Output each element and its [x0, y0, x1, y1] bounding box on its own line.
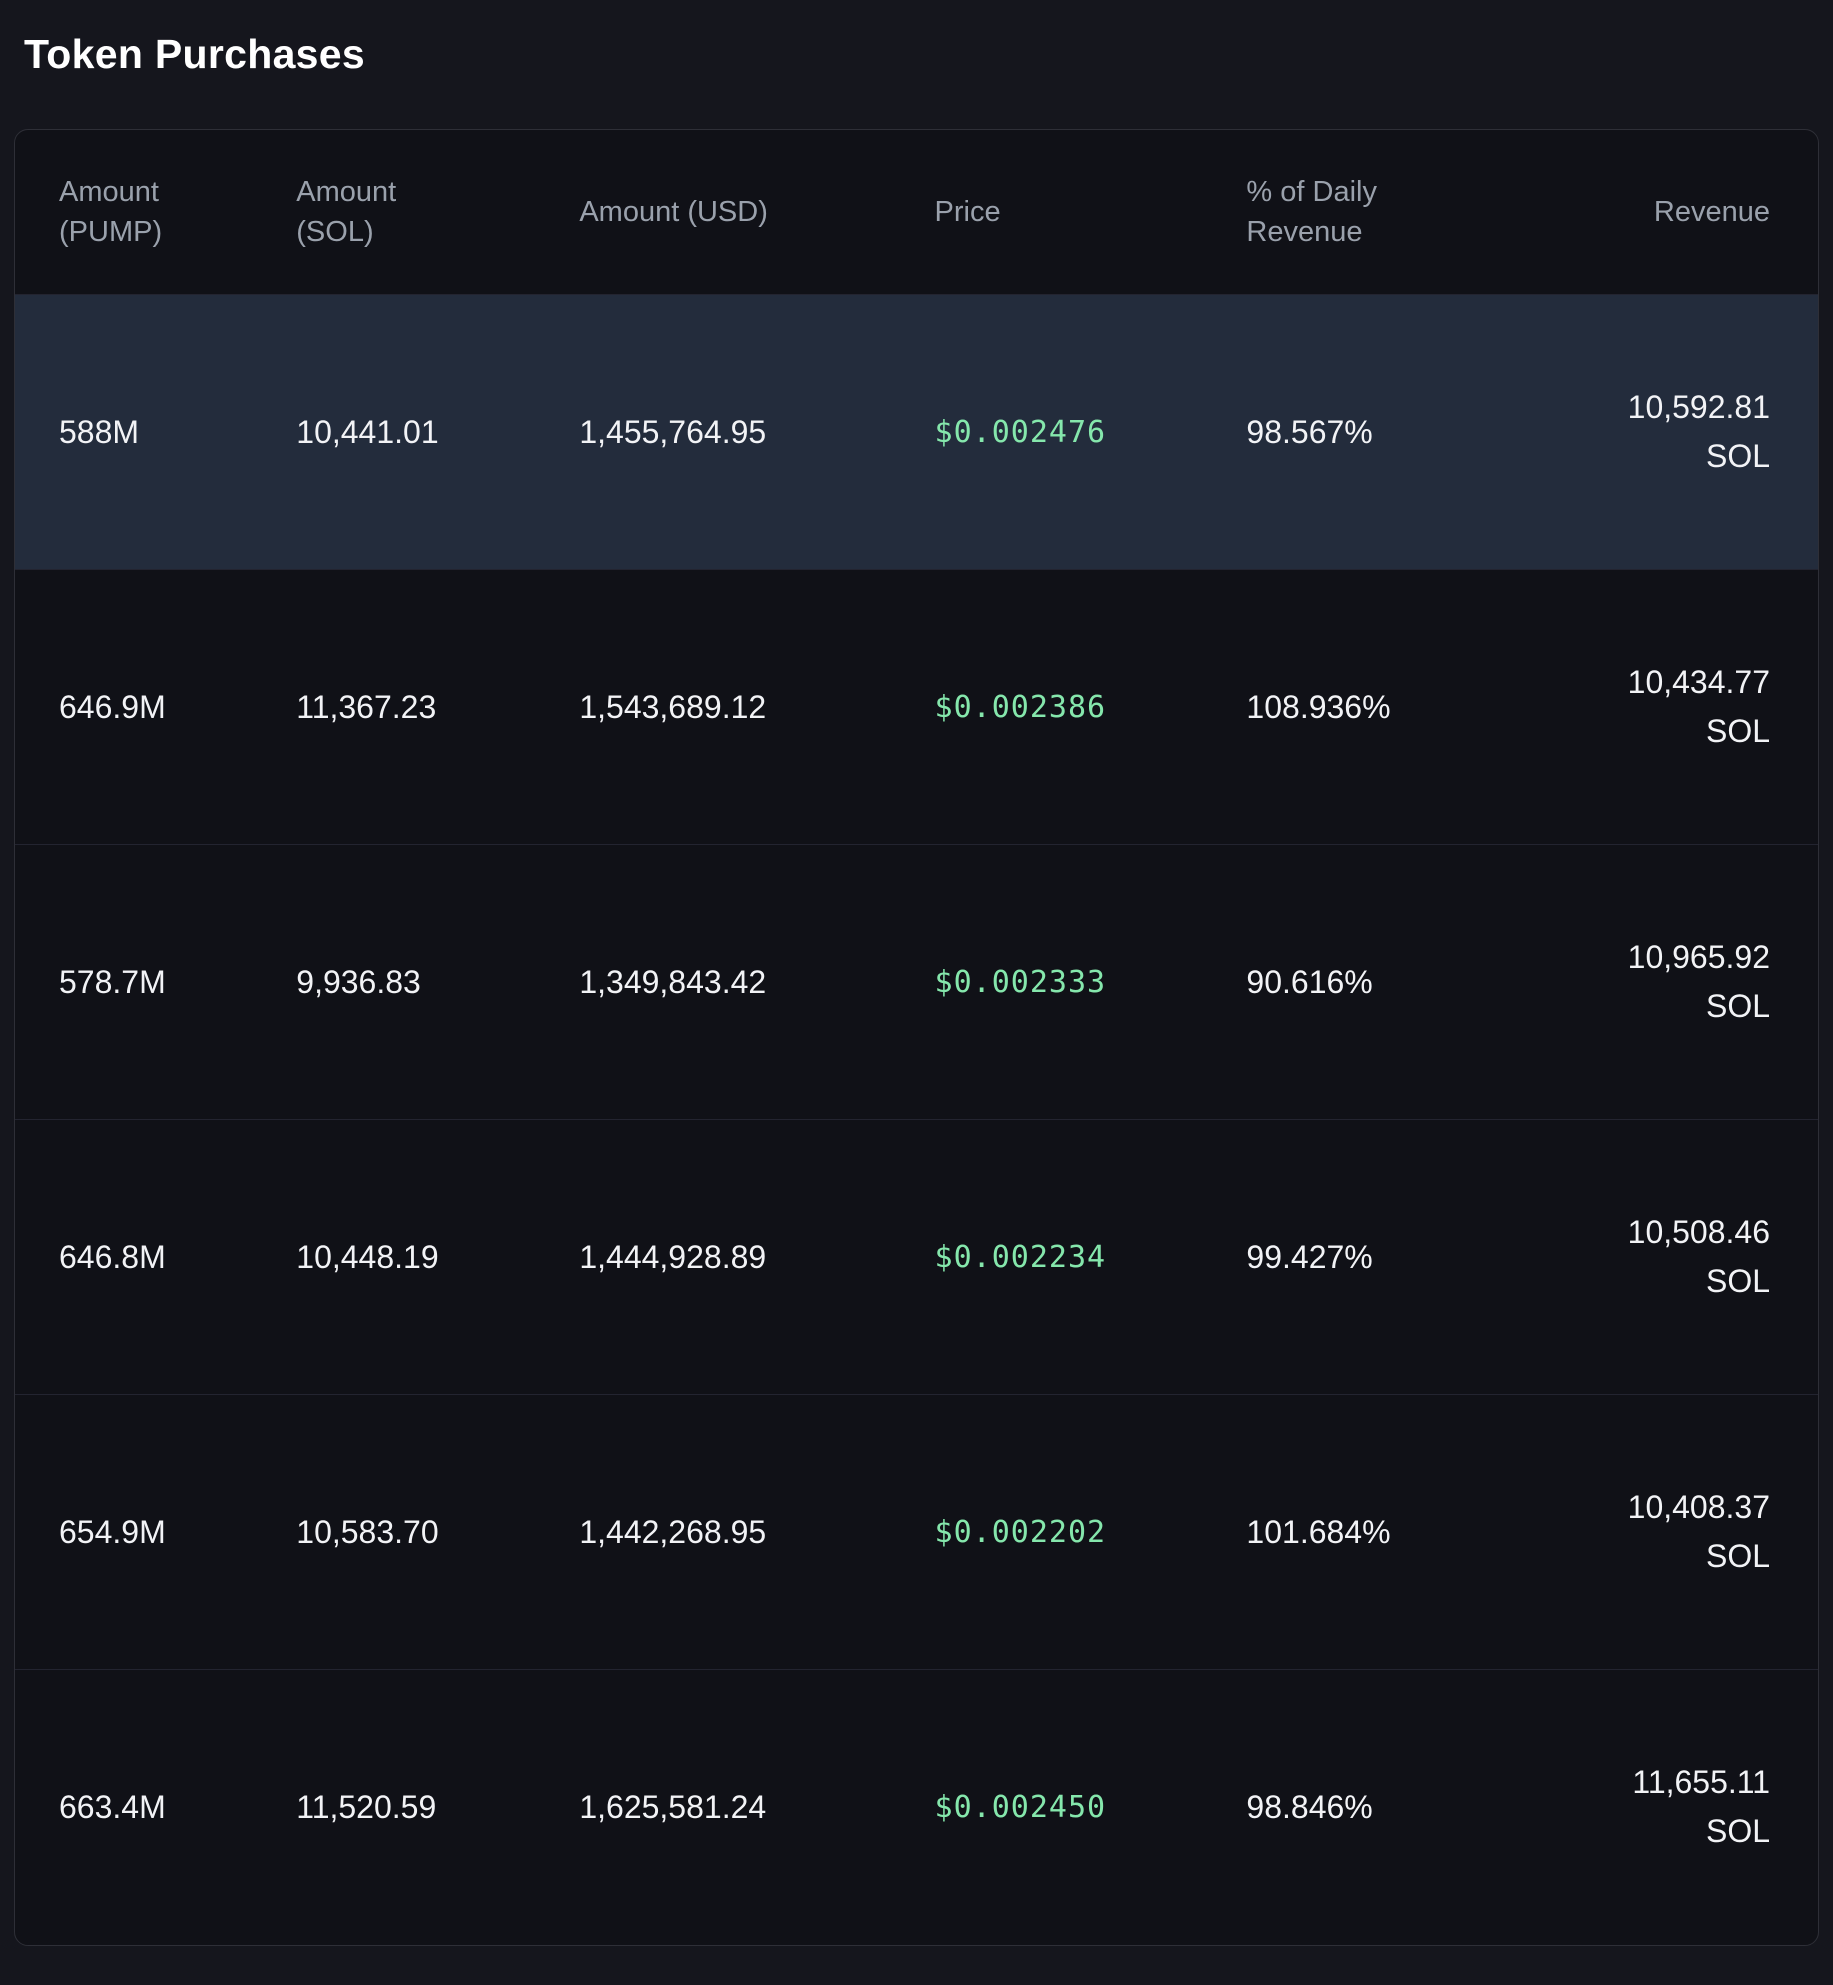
cell-amount-usd: 1,442,268.95 [579, 1394, 935, 1670]
column-header-amount-sol: Amount (SOL) [296, 130, 580, 296]
cell-revenue: 11,655.11 SOL [1525, 1669, 1818, 1945]
cell-amount-sol: 11,367.23 [296, 569, 580, 845]
revenue-unit-label: SOL [1705, 988, 1770, 1025]
revenue-unit-label: SOL [1705, 1538, 1770, 1575]
column-header-pct-daily-revenue: % of Daily Revenue [1246, 130, 1526, 296]
cell-revenue: 10,965.92 SOL [1525, 844, 1818, 1120]
cell-amount-sol: 10,441.01 [296, 294, 580, 570]
revenue-unit-label: SOL [1705, 713, 1770, 750]
column-header-revenue: Revenue [1525, 130, 1818, 296]
cell-amount-usd: 1,625,581.24 [579, 1669, 935, 1945]
cell-amount-usd: 1,543,689.12 [579, 569, 935, 845]
cell-amount-pump: 663.4M [15, 1669, 297, 1945]
cell-amount-pump: 654.9M [15, 1394, 297, 1670]
cell-revenue: 10,408.37 SOL [1525, 1394, 1818, 1670]
revenue-value: 10,408.37 [1627, 1488, 1770, 1525]
cell-amount-sol: 9,936.83 [296, 844, 580, 1120]
cell-pct-daily-revenue: 108.936% [1246, 569, 1526, 845]
cell-amount-pump: 646.8M [15, 1119, 297, 1395]
revenue-value: 10,508.46 [1627, 1213, 1770, 1250]
cell-pct-daily-revenue: 98.567% [1246, 294, 1526, 570]
cell-amount-usd: 1,349,843.42 [579, 844, 935, 1120]
cell-amount-sol: 11,520.59 [296, 1669, 580, 1945]
table-row[interactable]: 646.8M 10,448.19 1,444,928.89 $0.002234 … [15, 1119, 1818, 1395]
token-purchases-card: Amount (PUMP) Amount (SOL) Amount (USD) … [14, 129, 1819, 1946]
table-row[interactable]: 646.9M 11,367.23 1,543,689.12 $0.002386 … [15, 569, 1818, 845]
table-body: 588M 10,441.01 1,455,764.95 $0.002476 98… [15, 294, 1818, 1945]
cell-revenue: 10,508.46 SOL [1525, 1119, 1818, 1395]
cell-amount-sol: 10,583.70 [296, 1394, 580, 1670]
table-row[interactable]: 588M 10,441.01 1,455,764.95 $0.002476 98… [15, 294, 1818, 570]
cell-price: $0.002386 [934, 569, 1247, 845]
token-purchases-table: Amount (PUMP) Amount (SOL) Amount (USD) … [15, 130, 1818, 1945]
cell-price: $0.002202 [934, 1394, 1247, 1670]
revenue-value: 11,655.11 [1632, 1763, 1770, 1800]
table-header-row: Amount (PUMP) Amount (SOL) Amount (USD) … [15, 130, 1818, 296]
cell-amount-pump: 646.9M [15, 569, 297, 845]
cell-pct-daily-revenue: 90.616% [1246, 844, 1526, 1120]
cell-amount-usd: 1,444,928.89 [579, 1119, 935, 1395]
table-row[interactable]: 578.7M 9,936.83 1,349,843.42 $0.002333 9… [15, 844, 1818, 1120]
cell-pct-daily-revenue: 98.846% [1246, 1669, 1526, 1945]
revenue-unit-label: SOL [1705, 438, 1770, 475]
revenue-value: 10,965.92 [1627, 938, 1770, 975]
cell-revenue: 10,592.81 SOL [1525, 294, 1818, 570]
page-title: Token Purchases [24, 31, 365, 77]
table-row[interactable]: 654.9M 10,583.70 1,442,268.95 $0.002202 … [15, 1394, 1818, 1670]
cell-price: $0.002234 [934, 1119, 1247, 1395]
column-header-price: Price [934, 130, 1247, 296]
cell-amount-pump: 578.7M [15, 844, 297, 1120]
cell-pct-daily-revenue: 101.684% [1246, 1394, 1526, 1670]
revenue-unit-label: SOL [1705, 1813, 1770, 1850]
column-header-amount-usd: Amount (USD) [579, 130, 935, 296]
cell-pct-daily-revenue: 99.427% [1246, 1119, 1526, 1395]
revenue-value: 10,592.81 [1627, 388, 1770, 425]
revenue-value: 10,434.77 [1627, 663, 1770, 700]
table-row[interactable]: 663.4M 11,520.59 1,625,581.24 $0.002450 … [15, 1669, 1818, 1945]
cell-price: $0.002450 [934, 1669, 1247, 1945]
revenue-unit-label: SOL [1705, 1263, 1770, 1300]
column-header-amount-pump: Amount (PUMP) [15, 130, 297, 296]
cell-revenue: 10,434.77 SOL [1525, 569, 1818, 845]
cell-price: $0.002476 [934, 294, 1247, 570]
cell-amount-pump: 588M [15, 294, 297, 570]
cell-price: $0.002333 [934, 844, 1247, 1120]
cell-amount-sol: 10,448.19 [296, 1119, 580, 1395]
cell-amount-usd: 1,455,764.95 [579, 294, 935, 570]
